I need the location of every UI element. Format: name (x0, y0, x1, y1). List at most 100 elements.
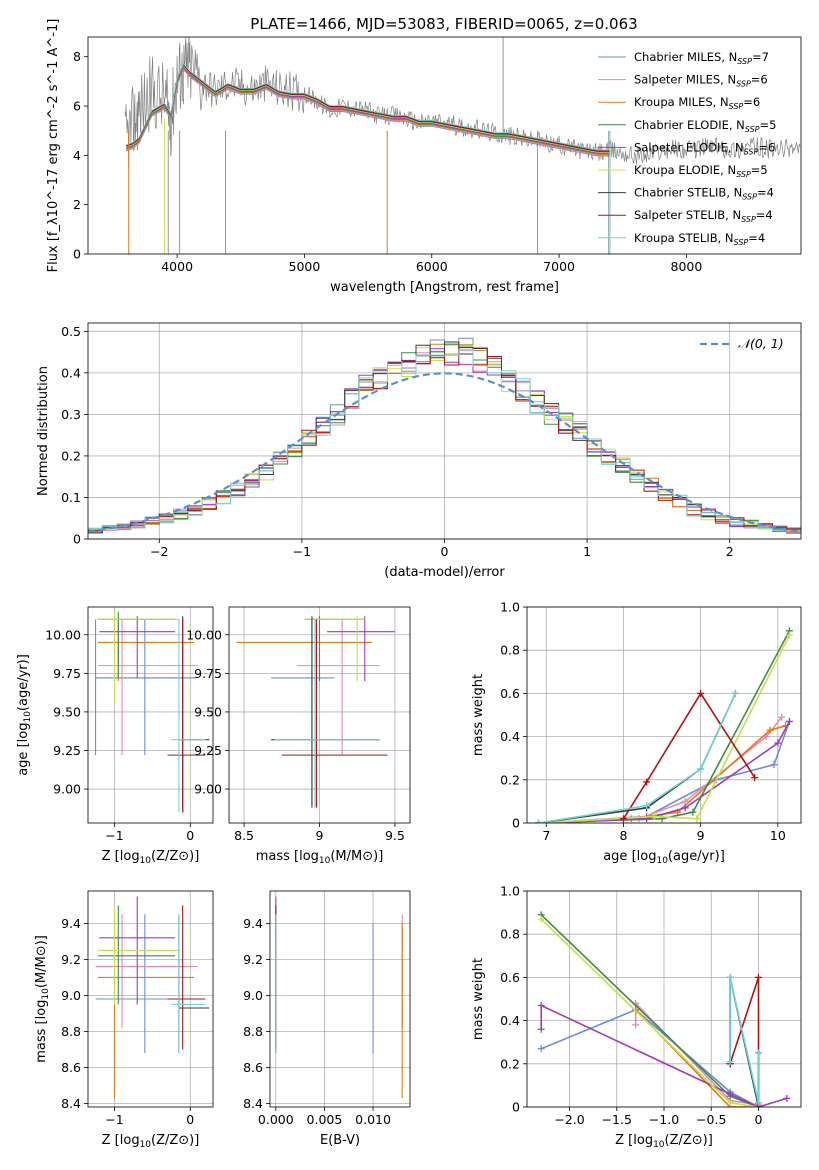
mass-weight-marker (697, 765, 705, 773)
y-tick-label: 9.4 (243, 916, 263, 931)
mass-weight-marker (537, 915, 545, 923)
figure-title: PLATE=1466, MJD=53083, FIBERID=0065, z=0… (250, 15, 637, 33)
mass-weight-marker (681, 797, 689, 805)
x-axis-label: Z [log10(Z/Z⊙)] (102, 1133, 200, 1150)
y-tick-label: 8.8 (61, 1024, 81, 1039)
y-tick-label: 0.2 (500, 772, 520, 787)
mass-weight-line (622, 691, 756, 820)
x-tick-label: 0.010 (355, 1112, 391, 1127)
y-axis-label: mass weight (471, 958, 486, 1040)
mass-weight-line (538, 693, 737, 823)
axes-frame (526, 606, 802, 824)
mass-weight-line (540, 918, 759, 1107)
x-tick-label: −1.5 (602, 1112, 632, 1127)
model-spectrum-line (126, 62, 610, 151)
y-axis-label: mass [log10(M/M⊙)] (34, 935, 51, 1063)
mass-weight-marker (537, 1045, 545, 1053)
mass-weight-vs-z-axes: −2.0 −1.5 −1.0 −0.5 0 0 0.2 0.4 0.6 0.8 1.0 Z [log1… (471, 884, 802, 1150)
axes-frame (87, 36, 802, 255)
y-tick-label: 9.50 (53, 704, 81, 719)
mass-weight-marker (632, 1021, 640, 1029)
mass-weight-marker (751, 774, 759, 782)
mass-weight-vs-z-plot-area (537, 911, 791, 1107)
legend-entry: Chabrier STELIB, NSSP=4 (634, 186, 774, 202)
y-tick-label: 0.1 (61, 490, 81, 505)
x-axis-label: mass [log10(M/M⊙)] (256, 849, 384, 866)
mass-weight-marker (537, 1025, 545, 1033)
y-tick-label: 0.3 (61, 407, 81, 422)
mass-weight-marker (619, 815, 627, 823)
mass-weight-vs-age-plot-area (535, 627, 793, 823)
y-tick-label: 0 (73, 532, 81, 547)
y-tick-label: 1.0 (500, 600, 520, 615)
mass-weight-marker (774, 739, 782, 747)
x-tick-label: 8.5 (234, 828, 254, 843)
y-tick-label: 0.6 (500, 970, 520, 985)
y-tick-label: 0 (512, 816, 520, 831)
x-tick-label: 6000 (416, 259, 448, 274)
y-tick-label: 9.0 (243, 988, 263, 1003)
residuals-axes: −2 −1 0 1 2 0 0.1 0.2 0.3 0.4 0.5 (data-model)/erro… (36, 322, 802, 580)
mass-weight-marker (754, 1099, 762, 1107)
residual-histogram-step (88, 347, 801, 532)
y-tick-label: 8.8 (243, 1024, 263, 1039)
spectrum-legend: Chabrier MILES, NSSP=7 Salpeter MILES, NS… (598, 50, 776, 247)
y-tick-label: 4 (73, 148, 81, 163)
legend-entry: Salpeter ELODIE, NSSP=6 (634, 140, 775, 156)
y-axis-label: Flux [f_λ10^-17 erg cm^-2 s^-1 A^-1] (46, 19, 61, 273)
axes-frame (87, 890, 214, 1108)
mass-weight-vs-age-axes: 7 8 9 10 0 0.2 0.4 0.6 0.8 1.0 age [log10(age/yr)]… (471, 600, 802, 866)
spectrum-axes: 4000 5000 6000 7000 8000 0 2 4 6 8 wavelength [Ang… (46, 19, 802, 295)
y-tick-label: 10.00 (186, 627, 222, 642)
x-axis-label: age [log10(age/yr)] (603, 849, 725, 866)
x-axis-label: Z [log10(Z/Z⊙)] (102, 849, 200, 866)
y-tick-label: 0.4 (61, 365, 81, 380)
y-tick-label: 8.6 (243, 1060, 263, 1075)
mass-vs-ebv-axes: 0.000 0.005 0.010 8.4 8.6 8.8 9.0 9.2 9.4 E(B-V) (243, 890, 411, 1148)
y-tick-label: 9.75 (194, 666, 222, 681)
x-tick-label: 8000 (671, 259, 703, 274)
x-tick-label: 0.000 (258, 1112, 294, 1127)
y-tick-label: 0 (512, 1100, 520, 1115)
y-tick-label: 9.25 (194, 743, 222, 758)
x-tick-label: 9 (316, 828, 324, 843)
x-tick-label: 5000 (289, 259, 321, 274)
x-tick-label: 7 (542, 828, 550, 843)
mass-vs-ebv-plot-area (275, 896, 403, 1098)
y-tick-label: 9.00 (53, 782, 81, 797)
x-tick-label: 2 (726, 544, 734, 559)
y-axis-label: Normed distribution (36, 366, 51, 496)
y-tick-label: 0.8 (500, 643, 520, 658)
y-tick-label: 0.4 (500, 729, 520, 744)
y-tick-label: 6 (73, 99, 81, 114)
observed-spectrum-line (124, 37, 801, 170)
y-tick-label: 9.0 (61, 988, 81, 1003)
x-tick-label: 1 (583, 544, 591, 559)
x-axis-label: Z [log10(Z/Z⊙)] (615, 1133, 713, 1150)
y-tick-label: 0.2 (61, 448, 81, 463)
mass-weight-marker (785, 717, 793, 725)
y-tick-label: 1.0 (500, 884, 520, 899)
y-tick-label: 9.2 (61, 952, 81, 967)
x-axis-label: (data-model)/error (384, 565, 505, 580)
mass-weight-marker (770, 761, 778, 769)
y-tick-label: 9.00 (194, 782, 222, 797)
legend-entry: 𝒩(0, 1) (738, 336, 784, 351)
mass-weight-marker (726, 1058, 734, 1066)
x-tick-label: −0.5 (696, 1112, 726, 1127)
mass-weight-marker (650, 813, 658, 821)
x-tick-label: 0.005 (307, 1112, 343, 1127)
x-tick-label: −1 (105, 828, 123, 843)
legend-entry: Kroupa ELODIE, NSSP=5 (634, 163, 768, 179)
spectrum-plot-area (124, 37, 801, 254)
mass-weight-marker (537, 1001, 545, 1009)
legend-entry: Kroupa STELIB, NSSP=4 (634, 231, 765, 247)
y-tick-label: 10.00 (45, 627, 81, 642)
y-tick-label: 9.2 (243, 952, 263, 967)
x-tick-label: −1.0 (649, 1112, 679, 1127)
residuals-plot-area (88, 337, 801, 534)
age-vs-z-axes: −1 0 9.00 9.25 9.50 9.75 10.00 Z [log10(Z/Z⊙)] a… (16, 606, 214, 866)
x-tick-label: −1 (293, 544, 311, 559)
